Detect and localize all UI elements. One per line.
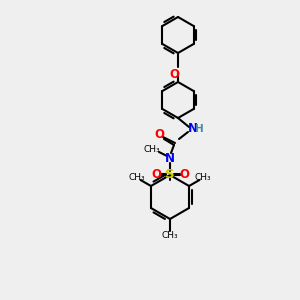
Text: CH₃: CH₃ bbox=[195, 173, 211, 182]
Text: N: N bbox=[165, 152, 175, 164]
Text: S: S bbox=[165, 169, 175, 182]
Text: CH₃: CH₃ bbox=[162, 230, 178, 239]
Text: H: H bbox=[195, 124, 203, 134]
Text: CH₃: CH₃ bbox=[129, 173, 146, 182]
Text: O: O bbox=[179, 167, 189, 181]
Text: O: O bbox=[169, 68, 179, 82]
Text: O: O bbox=[151, 167, 161, 181]
Text: O: O bbox=[154, 128, 164, 140]
Text: N: N bbox=[188, 122, 198, 134]
Text: CH₃: CH₃ bbox=[144, 146, 160, 154]
